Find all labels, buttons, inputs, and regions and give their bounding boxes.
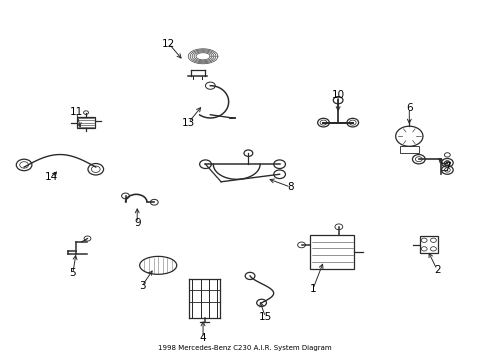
Text: 4: 4 (199, 333, 206, 343)
Text: 12: 12 (162, 39, 175, 49)
Bar (419, 236, 437, 253)
Text: 1998 Mercedes-Benz C230 A.I.R. System Diagram: 1998 Mercedes-Benz C230 A.I.R. System Di… (157, 345, 331, 351)
Text: 11: 11 (69, 107, 83, 117)
Bar (77, 117, 95, 129)
Text: 2: 2 (433, 265, 440, 275)
Text: 15: 15 (258, 312, 271, 322)
Text: 3: 3 (139, 281, 145, 291)
Text: 13: 13 (182, 118, 195, 128)
Text: 1: 1 (309, 284, 315, 294)
Text: 9: 9 (134, 218, 140, 228)
Bar (399, 146, 418, 153)
Text: 14: 14 (45, 172, 59, 182)
Bar (310, 235, 353, 269)
Text: 6: 6 (405, 103, 412, 113)
Text: 8: 8 (287, 182, 294, 192)
Text: 5: 5 (69, 268, 76, 278)
Text: 10: 10 (331, 90, 344, 100)
Text: 7: 7 (443, 162, 450, 172)
